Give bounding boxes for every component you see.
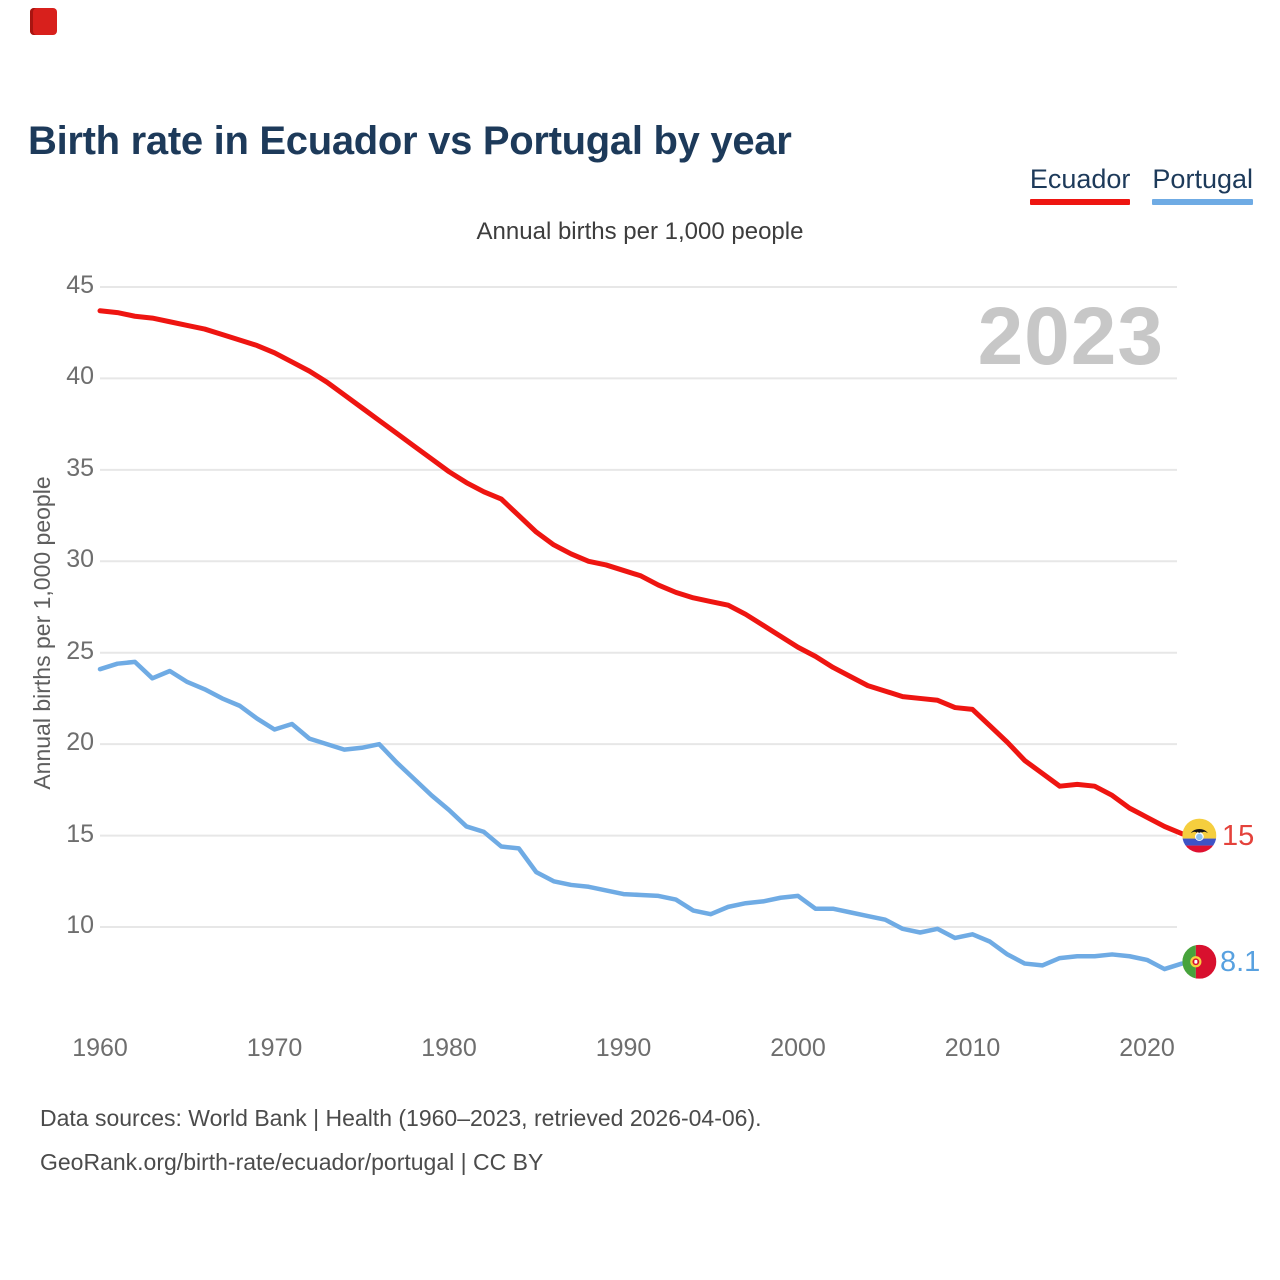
footer-source-line: Data sources: World Bank | Health (1960–… xyxy=(40,1105,762,1131)
x-tick-label: 2020 xyxy=(1119,1034,1175,1062)
page-title: Birth rate in Ecuador vs Portugal by yea… xyxy=(28,118,792,163)
x-tick-label: 1990 xyxy=(595,1034,652,1062)
legend-item-ecuador[interactable]: Ecuador xyxy=(1029,164,1131,205)
legend-item-portugal[interactable]: Portugal xyxy=(1152,164,1253,205)
legend-underline-portugal xyxy=(1152,199,1253,205)
y-tick-label: 30 xyxy=(66,545,94,574)
y-tick-label: 20 xyxy=(66,728,94,757)
y-tick-label: 25 xyxy=(66,636,94,665)
legend-label-portugal: Portugal xyxy=(1152,164,1253,194)
y-tick-label: 45 xyxy=(66,271,94,299)
y-tick-label: 35 xyxy=(66,453,94,482)
watermark-year: 2023 xyxy=(977,291,1164,382)
ecuador-end-value: 15 xyxy=(1222,820,1255,852)
footer-url-line: GeoRank.org/birth-rate/ecuador/portugal … xyxy=(40,1149,544,1175)
gridlines xyxy=(100,286,1177,928)
chart-subtitle: Annual births per 1,000 people xyxy=(476,218,804,245)
ecuador-flag-icon xyxy=(1182,818,1217,853)
legend-label-ecuador: Ecuador xyxy=(1029,164,1131,194)
line-portugal[interactable] xyxy=(97,659,1202,972)
legend: Ecuador Portugal xyxy=(1029,164,1253,205)
portugal-end-value: 8.1 xyxy=(1220,946,1261,978)
logo-icon xyxy=(30,8,57,35)
x-tick-label: 1980 xyxy=(421,1034,477,1062)
x-tick-label: 2010 xyxy=(944,1034,1001,1062)
footer: Data sources: World Bank | Health (1960–… xyxy=(40,1096,762,1184)
x-tick-label: 2000 xyxy=(770,1034,826,1062)
y-tick-label: 10 xyxy=(66,911,94,939)
y-tick-label: 15 xyxy=(66,819,94,848)
x-tick-label: 1960 xyxy=(72,1034,128,1062)
legend-underline-ecuador xyxy=(1029,199,1131,205)
y-tick-label: 40 xyxy=(66,362,94,391)
portugal-flag-icon xyxy=(1182,944,1217,979)
x-tick-label: 1970 xyxy=(246,1034,303,1062)
line-ecuador[interactable] xyxy=(97,308,1202,839)
